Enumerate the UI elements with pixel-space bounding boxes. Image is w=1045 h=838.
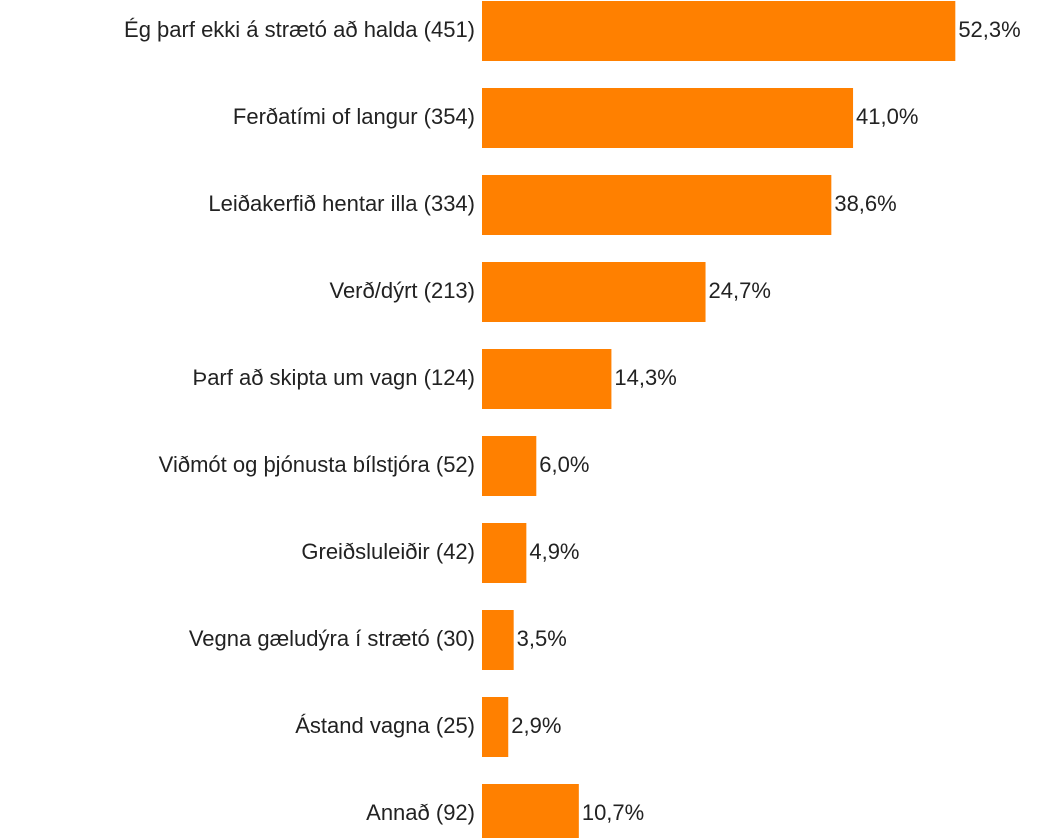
category-label: Þarf að skipta um vagn (124) bbox=[193, 365, 475, 390]
category-label: Leiðakerfið hentar illa (334) bbox=[208, 191, 475, 216]
category-label: Viðmót og þjónusta bílstjóra (52) bbox=[159, 452, 475, 477]
value-label: 41,0% bbox=[856, 104, 918, 129]
bar bbox=[482, 262, 706, 322]
value-label: 6,0% bbox=[539, 452, 589, 477]
bar bbox=[482, 88, 854, 148]
bar bbox=[482, 175, 832, 235]
category-label: Ástand vagna (25) bbox=[295, 713, 475, 738]
bar bbox=[482, 784, 579, 838]
bar bbox=[482, 436, 537, 496]
value-label: 3,5% bbox=[517, 626, 567, 651]
value-label: 10,7% bbox=[582, 800, 644, 825]
value-label: 2,9% bbox=[511, 713, 561, 738]
value-label: 52,3% bbox=[958, 17, 1020, 42]
category-label: Ég þarf ekki á strætó að halda (451) bbox=[124, 17, 475, 42]
value-label: 38,6% bbox=[834, 191, 896, 216]
category-label: Annað (92) bbox=[366, 800, 475, 825]
value-label: 4,9% bbox=[529, 539, 579, 564]
category-label: Vegna gæludýra í strætó (30) bbox=[189, 626, 475, 651]
bar bbox=[482, 349, 612, 409]
category-label: Ferðatími of langur (354) bbox=[233, 104, 475, 129]
bar bbox=[482, 523, 527, 583]
category-label: Verð/dýrt (213) bbox=[329, 278, 475, 303]
bar bbox=[482, 697, 509, 757]
bar bbox=[482, 610, 514, 670]
value-label: 24,7% bbox=[709, 278, 771, 303]
bar bbox=[482, 1, 956, 61]
value-label: 14,3% bbox=[614, 365, 676, 390]
category-label: Greiðsluleiðir (42) bbox=[301, 539, 475, 564]
